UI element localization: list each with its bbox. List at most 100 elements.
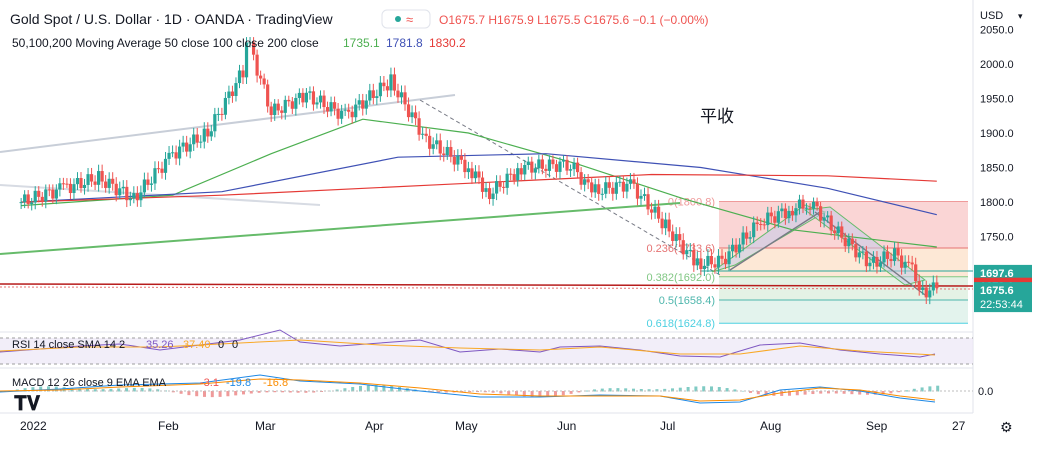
macd-bar xyxy=(756,391,760,395)
candle-body xyxy=(392,74,397,91)
candle-body xyxy=(86,174,90,185)
candle-body xyxy=(484,188,488,192)
candle-body xyxy=(903,261,907,268)
macd-bar xyxy=(39,386,43,392)
candle-body xyxy=(283,99,287,113)
macd-bar xyxy=(101,389,105,392)
candle-body xyxy=(780,208,784,212)
macd-bar xyxy=(125,388,128,392)
candle-body xyxy=(878,262,883,267)
candle-body xyxy=(688,249,692,251)
macd-bar xyxy=(226,391,230,397)
candle-body xyxy=(375,96,379,99)
trend-lines[interactable] xyxy=(0,94,974,290)
price-tick-label: 2000.0 xyxy=(980,59,1014,71)
macd-bar xyxy=(148,388,152,392)
settings-gear-icon[interactable]: ⚙ xyxy=(1000,419,1013,435)
candle-body xyxy=(72,184,76,194)
candle-body xyxy=(558,161,562,172)
price-tag-bg xyxy=(974,282,1032,313)
candle-body xyxy=(681,240,685,255)
candle-body xyxy=(449,146,453,157)
macd-bar xyxy=(881,391,885,395)
macd-bar xyxy=(234,391,238,396)
candle-body xyxy=(371,90,375,99)
ma-legend-label[interactable]: 50,100,200 Moving Average 50 close 100 c… xyxy=(12,36,319,50)
candle-body xyxy=(734,244,738,253)
macd-bar xyxy=(608,388,612,392)
candle-body xyxy=(533,168,537,173)
rsi-sma-line xyxy=(0,339,936,356)
candle-body xyxy=(399,92,404,98)
price-tags: 1697.61679.11675.622:53:44 xyxy=(974,264,1032,313)
candle-body xyxy=(618,181,622,183)
candle-body xyxy=(89,174,94,182)
candle-body xyxy=(632,179,636,184)
candle-body xyxy=(653,206,657,213)
candle-body xyxy=(864,251,868,267)
macd-signal-line xyxy=(0,378,936,402)
symbol-title[interactable]: Gold Spot / U.S. Dollar · 1D · OANDA · T… xyxy=(10,11,334,27)
macd-bar xyxy=(460,391,464,393)
candle-body xyxy=(125,186,129,201)
price-tick-label: 1800.0 xyxy=(980,197,1014,209)
macd-bar xyxy=(132,387,136,392)
svg-text:𝐓𝐕: 𝐓𝐕 xyxy=(14,393,41,415)
upper-trendline[interactable] xyxy=(0,94,456,153)
currency-label[interactable]: USD xyxy=(980,10,1003,22)
currency-dropdown-icon[interactable]: ▾ xyxy=(1018,11,1023,21)
time-axis[interactable]: 2022 Feb Mar Apr May Jun Jul Aug Sep 27 xyxy=(20,419,966,433)
candle-body xyxy=(459,155,463,160)
candle-body xyxy=(667,219,671,232)
macd-bar xyxy=(671,388,674,392)
candle-body xyxy=(248,42,252,44)
candle-body xyxy=(311,91,316,105)
candle-body xyxy=(547,159,552,171)
candle-body xyxy=(174,152,178,159)
candle-body xyxy=(329,102,333,112)
candle-body xyxy=(607,182,611,188)
candle-body xyxy=(759,224,763,226)
candle-body xyxy=(516,168,520,181)
horizontal-support-line[interactable] xyxy=(0,283,974,287)
candle-body xyxy=(156,168,161,170)
candle-body xyxy=(815,201,819,207)
ma-line-3 xyxy=(21,173,937,203)
candle-body xyxy=(170,152,175,154)
price-tag-label: 1675.6 xyxy=(980,285,1014,297)
candle-body xyxy=(480,177,485,192)
macd-legend: MACD 12 26 close 9 EMA EMA -3.1 -19.8 -1… xyxy=(12,377,993,398)
compare-button[interactable] xyxy=(381,9,431,29)
macd-bar xyxy=(304,391,308,393)
candle-body xyxy=(790,210,795,216)
macd-bar xyxy=(593,389,596,392)
candle-body xyxy=(378,82,382,97)
candle-body xyxy=(315,102,319,105)
candle-body xyxy=(819,206,823,221)
dashed-trendline[interactable] xyxy=(419,99,721,276)
countdown-label: 22:53:44 xyxy=(980,299,1023,311)
candle-body xyxy=(452,156,456,165)
annotation-text[interactable]: 平收 xyxy=(700,107,734,126)
support-trendline[interactable] xyxy=(0,202,681,255)
candle-body xyxy=(54,189,58,199)
macd-label[interactable]: MACD 12 26 close 9 EMA EMA xyxy=(12,377,167,389)
candle-body xyxy=(128,198,132,201)
candle-body xyxy=(61,183,65,185)
candle-body xyxy=(868,262,872,267)
fib-zone-3 xyxy=(719,299,968,324)
candle-body xyxy=(776,211,780,223)
candle-body xyxy=(762,224,766,226)
rsi-label[interactable]: RSI 14 close SMA 14 2 xyxy=(12,339,125,351)
candle-body xyxy=(30,202,34,205)
candle-body xyxy=(621,181,625,192)
time-tick-label: Feb xyxy=(158,419,179,433)
candle-body xyxy=(301,92,305,103)
time-tick-label: Jun xyxy=(557,419,576,433)
candle-body xyxy=(833,230,837,234)
candle-body xyxy=(68,183,73,194)
candle-body xyxy=(896,248,900,256)
candle-body xyxy=(808,207,812,209)
macd-bar xyxy=(616,388,620,392)
